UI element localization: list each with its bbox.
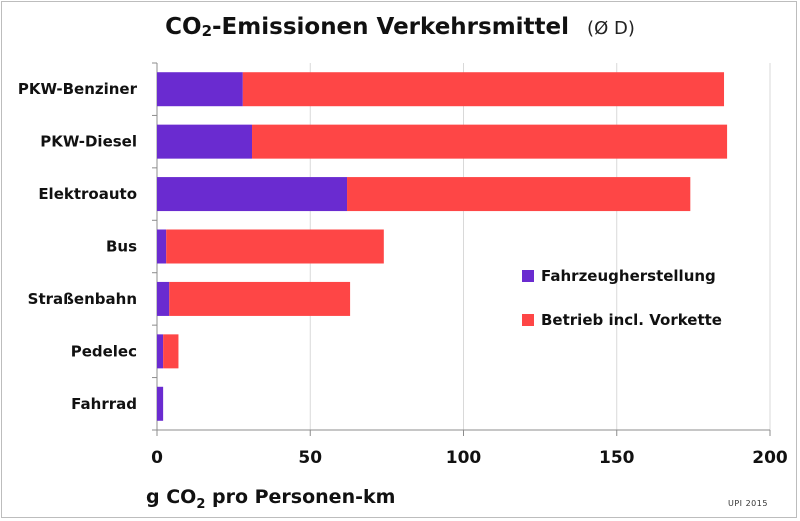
bar-segment-betrieb: [166, 229, 384, 264]
bar-segment-herstellung: [157, 177, 348, 212]
chart-title: CO2-Emissionen Verkehrsmittel (Ø D): [0, 14, 800, 40]
category-label: PKW-Benziner: [18, 80, 138, 98]
legend-swatch: [522, 314, 534, 326]
x-tick-label: 200: [752, 448, 788, 468]
category-label: Straßenbahn: [28, 290, 137, 308]
legend-swatch: [522, 270, 534, 282]
legend-label: Betrieb incl. Vorkette: [541, 311, 722, 329]
x-axis-label: g CO2 pro Personen-km: [146, 486, 396, 512]
chart-title-note: (Ø D): [587, 18, 635, 39]
category-label: Fahrrad: [71, 395, 137, 413]
category-label: PKW-Diesel: [40, 133, 137, 151]
legend-label: Fahrzeugherstellung: [541, 267, 716, 285]
bar-segment-betrieb: [347, 177, 691, 212]
bar-segment-herstellung: [157, 386, 164, 421]
x-tick-label: 0: [151, 448, 163, 468]
bar-segment-betrieb: [242, 72, 725, 107]
category-label: Elektroauto: [38, 185, 137, 203]
bar-segment-herstellung: [157, 124, 253, 159]
x-tick-label: 150: [599, 448, 635, 468]
bar-segment-betrieb: [163, 334, 179, 369]
bar-segment-herstellung: [157, 72, 243, 107]
bar-segment-herstellung: [157, 334, 164, 369]
x-tick-label: 50: [298, 448, 322, 468]
credit-label: UPI 2015: [728, 499, 768, 508]
category-label: Bus: [106, 238, 137, 256]
bar-segment-herstellung: [157, 229, 167, 264]
bar-segment-herstellung: [157, 281, 170, 316]
chart-title-main: CO2-Emissionen Verkehrsmittel: [165, 14, 570, 40]
category-label: Pedelec: [71, 342, 137, 360]
bar-segment-betrieb: [252, 124, 728, 159]
x-tick-label: 100: [446, 448, 482, 468]
bar-segment-betrieb: [169, 281, 351, 316]
